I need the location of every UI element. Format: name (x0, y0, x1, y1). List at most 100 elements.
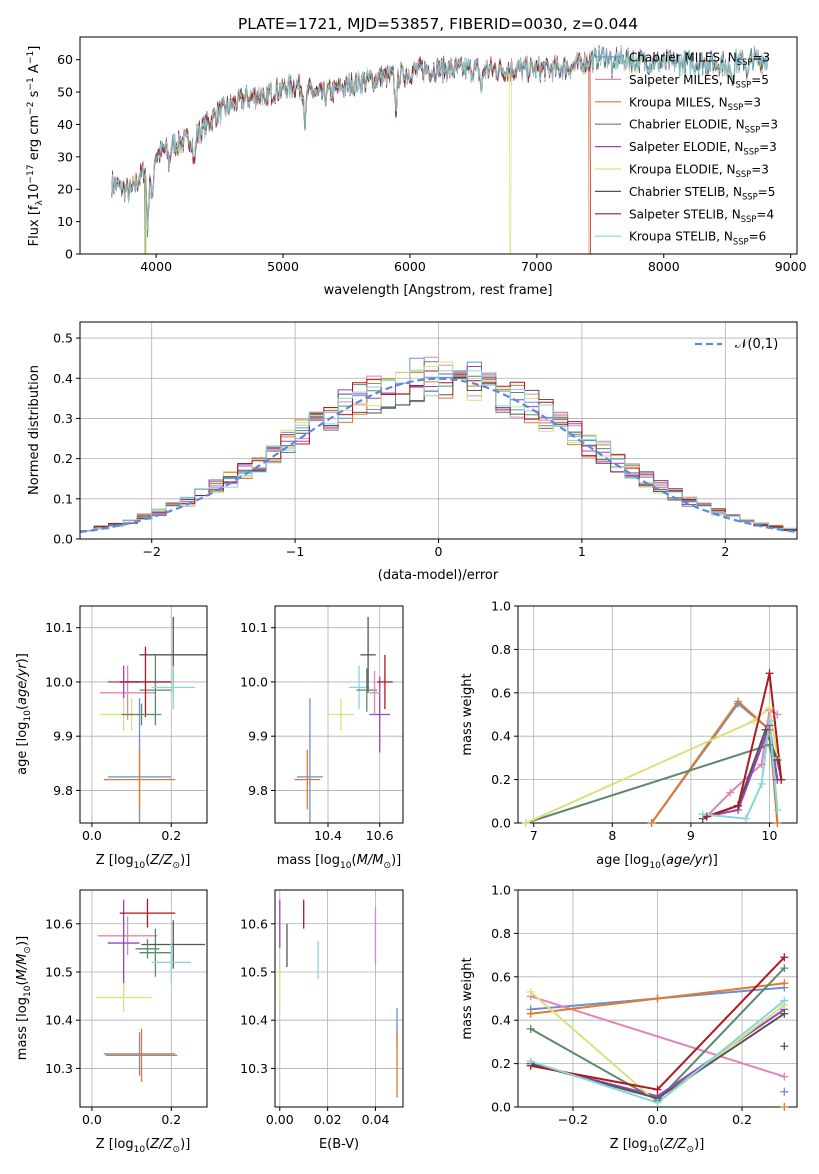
y-tick-label: 50 (57, 85, 73, 100)
data-point-marker (765, 669, 774, 678)
x-tick-label: 7000 (521, 259, 553, 274)
y-tick-label: 0.6 (491, 685, 511, 700)
y-tick-label: 1.0 (491, 883, 511, 898)
y-tick-label: 0.3 (53, 411, 73, 426)
x-tick-label: 0.2 (161, 1112, 181, 1127)
legend-label: Chabrier STELIB, NSSP=5 (629, 185, 775, 202)
axes-age_vs_Z: 0.0 0.2 9.8 9.9 10.0 10.1 Z [log10(Z/Z⊙)] age [… (15, 605, 208, 871)
y-axis-label: age [log10(age/yr)] (15, 653, 33, 775)
x-tick-label: 10.6 (366, 828, 394, 843)
data-point-marker (780, 1072, 789, 1081)
x-tick-label: 9 (687, 828, 695, 843)
plot-area-residuals (80, 356, 797, 534)
data-point-marker (780, 996, 789, 1005)
legend-label: 𝒩(0,1) (735, 337, 778, 352)
x-tick-label: 8000 (648, 259, 680, 274)
y-tick-label: 0.0 (53, 532, 73, 547)
y-tick-label: 0.4 (491, 729, 511, 744)
plot-area-mass_vs_Z (95, 898, 206, 1082)
x-tick-label: 0.2 (161, 828, 181, 843)
y-tick-label: 10.0 (45, 674, 73, 689)
series-line (525, 706, 779, 823)
x-tick-label: −2 (142, 544, 160, 559)
y-tick-label: 10.6 (45, 916, 73, 931)
x-tick-label: 6000 (394, 259, 426, 274)
x-tick-label: 1 (578, 544, 586, 559)
x-axis-label: Z [log10(Z/Z⊙)] (96, 853, 191, 871)
x-axis-label: mass [log10(M/M⊙)] (277, 853, 401, 871)
histogram-step (80, 369, 797, 532)
y-tick-label: 0.4 (491, 1013, 511, 1028)
legend-label: Kroupa ELODIE, NSSP=3 (629, 163, 769, 180)
axes-frame (79, 36, 798, 255)
y-tick-label: 0.2 (53, 451, 73, 466)
y-tick-label: 10.3 (240, 1061, 268, 1076)
x-tick-label: 0.00 (266, 1112, 294, 1127)
data-point-marker (777, 775, 786, 784)
data-point-marker (741, 814, 750, 823)
y-tick-label: 10.6 (240, 916, 268, 931)
data-point-marker (773, 756, 782, 765)
y-tick-label: 10.5 (45, 964, 73, 979)
data-point-marker (726, 788, 735, 797)
x-axis-label: age [log10(age/yr)] (596, 853, 718, 871)
data-point-marker (761, 725, 770, 734)
x-tick-label: −0.2 (558, 1112, 588, 1127)
plot-area-mass_vs_EBV (279, 899, 398, 1098)
axes-weight_vs_age: 7 8 9 10 0.0 0.2 0.4 0.6 0.8 1.0 mass weight age [l… (460, 599, 798, 871)
axes-frame (274, 605, 404, 824)
x-tick-label: 0.02 (314, 1112, 342, 1127)
data-point-marker (780, 1042, 789, 1051)
axes-spectrum: 4000 5000 6000 7000 8000 9000 0 10 20 30 40 50 60 Flu… (26, 36, 807, 298)
y-tick-label: 40 (57, 117, 73, 132)
plot-area-age_vs_Z (99, 616, 207, 823)
x-tick-label: 9000 (775, 259, 807, 274)
data-point-marker (765, 740, 774, 749)
x-tick-label: 8 (608, 828, 616, 843)
x-tick-label: −1 (286, 544, 304, 559)
legend-label: Salpeter STELIB, NSSP=4 (629, 207, 774, 224)
y-tick-label: 9.9 (248, 729, 268, 744)
data-point-marker (757, 779, 766, 788)
y-tick-label: 10.5 (240, 964, 268, 979)
x-axis-label: wavelength [Angstrom, rest frame] (324, 283, 553, 298)
y-tick-label: 0 (65, 247, 73, 262)
x-tick-label: 4000 (140, 259, 172, 274)
x-tick-label: 2 (721, 544, 729, 559)
data-point-marker (653, 1085, 662, 1094)
y-axis-label: mass [log10(M/M⊙)] (15, 936, 33, 1060)
y-tick-label: 0.0 (491, 1100, 511, 1115)
y-tick-label: 0.1 (53, 491, 73, 506)
y-tick-label: 0.2 (491, 772, 511, 787)
y-tick-label: 10 (57, 214, 73, 229)
y-tick-label: 0.8 (491, 926, 511, 941)
data-point-marker (647, 819, 656, 827)
data-point-marker (734, 697, 743, 706)
axes-frame (274, 889, 404, 1108)
y-tick-label: 0.0 (491, 816, 511, 831)
legend-label: Kroupa STELIB, NSSP=6 (629, 230, 766, 247)
data-point-marker (757, 760, 766, 769)
y-tick-label: 10.4 (240, 1013, 268, 1028)
series-line (706, 673, 783, 818)
axes-mass_vs_EBV: 0.00 0.02 0.04 10.3 10.4 10.5 10.6 E(B-V) (240, 889, 404, 1152)
axes-age_vs_mass: 10.4 10.6 9.8 9.9 10.0 10.1 mass [log10(M/M⊙)] (240, 605, 404, 871)
y-tick-label: 9.8 (53, 783, 73, 798)
x-tick-label: 0.2 (732, 1112, 752, 1127)
data-point-marker (780, 1087, 789, 1096)
data-point-marker (765, 717, 774, 726)
legend-label: Salpeter ELODIE, NSSP=3 (629, 140, 777, 157)
x-tick-label: 0.0 (82, 828, 102, 843)
x-axis-label: E(B-V) (319, 1137, 359, 1152)
y-tick-label: 0.4 (53, 371, 73, 386)
legend-label: Chabrier ELODIE, NSSP=3 (629, 118, 778, 135)
data-point-marker (773, 819, 782, 827)
figure-title: PLATE=1721, MJD=53857, FIBERID=0030, z=0… (238, 15, 638, 33)
y-tick-label: 30 (57, 149, 73, 164)
x-tick-label: 0.0 (82, 1112, 102, 1127)
y-tick-label: 20 (57, 182, 73, 197)
data-point-marker (780, 979, 789, 988)
axes-mass_vs_Z: 0.0 0.2 10.3 10.4 10.5 10.6 Z [log10(Z/Z⊙)] mas… (15, 889, 208, 1155)
y-axis-label: Normed distribution (27, 365, 42, 495)
data-point-marker (526, 1009, 535, 1018)
